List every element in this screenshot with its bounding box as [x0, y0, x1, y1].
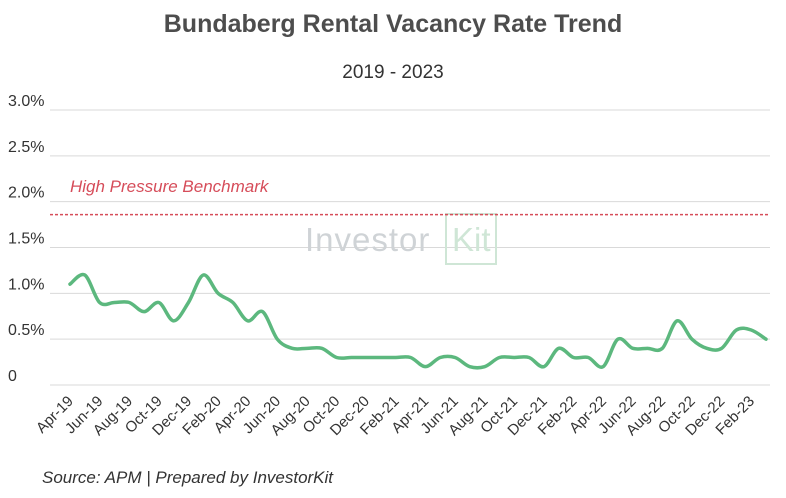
y-tick-label: 2.5% [8, 139, 44, 156]
y-tick-label: 1.0% [8, 276, 44, 293]
y-tick-label: 2.0% [8, 185, 44, 202]
y-tick-label: 1.5% [8, 231, 44, 248]
y-tick-label: 0.5% [8, 322, 44, 339]
benchmark: High Pressure Benchmark [50, 177, 770, 216]
chart-subtitle: 2019 - 2023 [342, 62, 444, 83]
source-note: Source: APM | Prepared by InvestorKit [42, 468, 334, 487]
y-tick-label: 3.0% [8, 93, 44, 110]
y-tick-label: 0 [8, 368, 17, 385]
y-axis-ticks: 0 0.5% 1.0% 1.5% 2.0% 2.5% 3.0% [8, 93, 44, 385]
watermark-badge-text: Kit [452, 221, 491, 258]
series-layer [68, 272, 768, 370]
watermark-text: Investor [305, 221, 430, 258]
grid-layer [50, 109, 770, 386]
x-axis-ticks: Apr-19Jun-19Aug-19Oct-19Dec-19Feb-20Apr-… [33, 393, 758, 439]
watermark-logo: Investor Kit [305, 213, 497, 265]
series-line [68, 272, 768, 370]
chart-title: Bundaberg Rental Vacancy Rate Trend [163, 10, 623, 38]
benchmark-label: High Pressure Benchmark [70, 177, 270, 196]
